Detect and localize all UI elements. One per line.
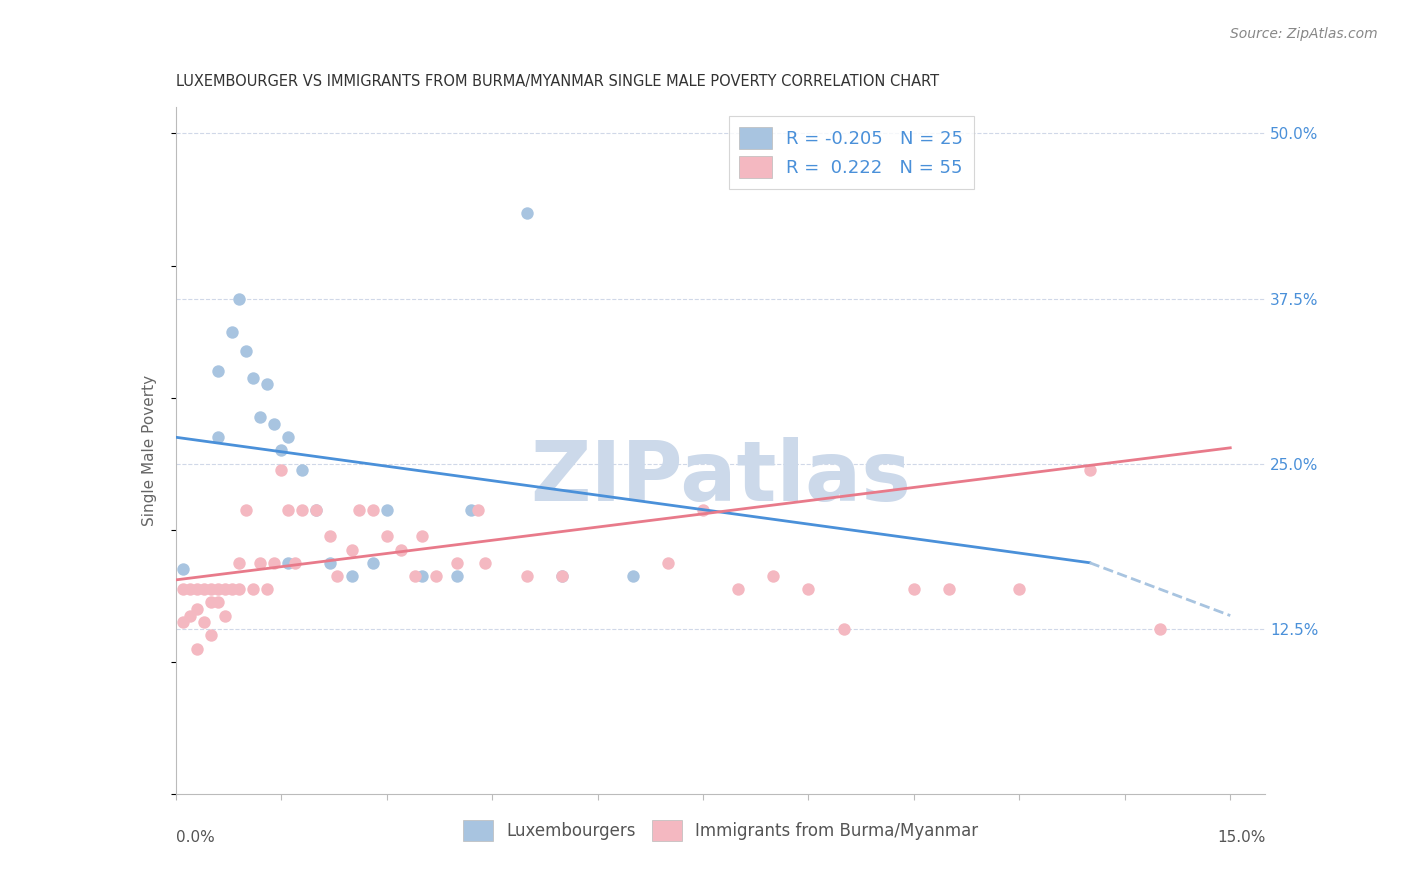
Point [200, 628, 222, 642]
Point [347, 503, 370, 517]
Point [425, 569, 447, 583]
Point [326, 569, 349, 583]
Point [270, 443, 292, 458]
Point [446, 556, 468, 570]
Point [263, 556, 285, 570]
Point [411, 569, 433, 583]
Point [270, 463, 292, 477]
Point [340, 542, 363, 557]
Point [235, 503, 257, 517]
Point [551, 569, 574, 583]
Point [727, 582, 749, 596]
Point [291, 503, 314, 517]
Point [242, 582, 264, 596]
Point [186, 582, 208, 596]
Point [319, 529, 342, 543]
Point [228, 292, 250, 306]
Point [903, 582, 925, 596]
Point [214, 582, 236, 596]
Point [284, 556, 307, 570]
Point [460, 503, 482, 517]
Point [179, 608, 201, 623]
Text: Source: ZipAtlas.com: Source: ZipAtlas.com [1230, 27, 1378, 41]
Point [228, 556, 250, 570]
Point [256, 582, 278, 596]
Point [249, 410, 271, 425]
Point [516, 569, 538, 583]
Point [762, 569, 785, 583]
Legend: Luxembourgers, Immigrants from Burma/Myanmar: Luxembourgers, Immigrants from Burma/Mya… [456, 814, 986, 847]
Point [277, 503, 299, 517]
Point [186, 641, 208, 656]
Point [207, 430, 229, 444]
Point [249, 556, 271, 570]
Point [179, 582, 201, 596]
Point [277, 430, 299, 444]
Text: 0.0%: 0.0% [176, 830, 215, 845]
Point [263, 417, 285, 431]
Point [361, 503, 384, 517]
Point [657, 556, 679, 570]
Point [516, 205, 538, 219]
Y-axis label: Single Male Poverty: Single Male Poverty [142, 375, 157, 526]
Point [172, 562, 194, 576]
Point [361, 556, 384, 570]
Point [446, 569, 468, 583]
Point [305, 503, 328, 517]
Point [291, 463, 314, 477]
Point [375, 529, 398, 543]
Text: LUXEMBOURGER VS IMMIGRANTS FROM BURMA/MYANMAR SINGLE MALE POVERTY CORRELATION CH: LUXEMBOURGER VS IMMIGRANTS FROM BURMA/MY… [176, 74, 939, 89]
Text: ZIPatlas: ZIPatlas [530, 437, 911, 517]
Point [277, 556, 299, 570]
Point [221, 325, 243, 339]
Point [193, 615, 215, 630]
Point [797, 582, 820, 596]
Point [186, 602, 208, 616]
Point [319, 556, 342, 570]
Point [207, 582, 229, 596]
Point [551, 569, 574, 583]
Point [621, 569, 644, 583]
Point [207, 364, 229, 378]
Point [692, 503, 714, 517]
Point [172, 615, 194, 630]
Point [340, 569, 363, 583]
Point [228, 582, 250, 596]
Point [193, 582, 215, 596]
Point [200, 595, 222, 609]
Point [221, 582, 243, 596]
Point [305, 503, 328, 517]
Point [256, 377, 278, 392]
Point [474, 556, 496, 570]
Point [1149, 622, 1171, 636]
Point [467, 503, 489, 517]
Point [207, 595, 229, 609]
Point [832, 622, 855, 636]
Text: 15.0%: 15.0% [1218, 830, 1265, 845]
Point [938, 582, 960, 596]
Point [1008, 582, 1031, 596]
Point [389, 542, 412, 557]
Point [214, 608, 236, 623]
Point [1078, 463, 1101, 477]
Point [375, 503, 398, 517]
Point [242, 371, 264, 385]
Point [235, 344, 257, 359]
Point [172, 582, 194, 596]
Point [411, 529, 433, 543]
Point [200, 582, 222, 596]
Point [404, 569, 426, 583]
